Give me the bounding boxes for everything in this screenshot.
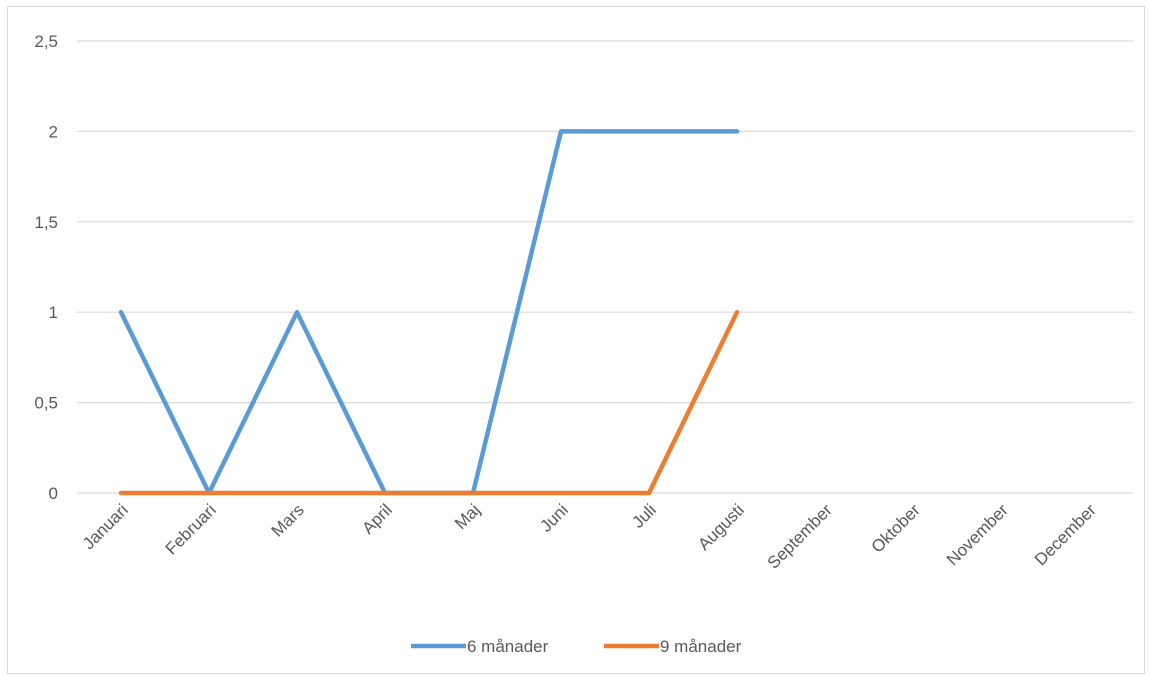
x-tick-label: November — [943, 500, 1012, 569]
legend-label: 9 månader — [660, 637, 742, 656]
chart-frame — [7, 6, 1145, 674]
y-tick-label: 2 — [49, 122, 58, 141]
x-tick-label: Juli — [628, 500, 659, 531]
series-line-2 — [118, 309, 740, 496]
y-tick-label: 0 — [49, 484, 58, 503]
y-tick-label: 1,5 — [34, 213, 58, 232]
legend: 6 månader 9 månader — [411, 637, 742, 656]
y-axis-tick-labels: 0 0,5 1 1,5 2 2,5 — [34, 32, 58, 503]
x-tick-label: Juni — [536, 500, 571, 535]
legend-label: 6 månader — [467, 637, 549, 656]
series-lines — [118, 129, 740, 496]
x-axis-tick-labels: Januari Februari Mars April Maj Juni Juli Augus… — [79, 500, 1100, 572]
x-tick-label: Mars — [268, 500, 308, 540]
x-tick-label: Augusti — [694, 500, 748, 554]
x-tick-label: April — [358, 500, 395, 537]
x-tick-label: December — [1031, 500, 1100, 569]
y-tick-label: 1 — [49, 303, 58, 322]
y-tick-label: 0,5 — [34, 394, 58, 413]
x-tick-label: Oktober — [868, 500, 924, 556]
x-tick-label: September — [764, 500, 836, 572]
y-tick-label: 2,5 — [34, 32, 58, 51]
gridlines — [77, 40, 1133, 494]
x-tick-label: Januari — [79, 500, 132, 553]
x-tick-label: Februari — [162, 500, 220, 558]
x-tick-label: Maj — [451, 500, 484, 533]
